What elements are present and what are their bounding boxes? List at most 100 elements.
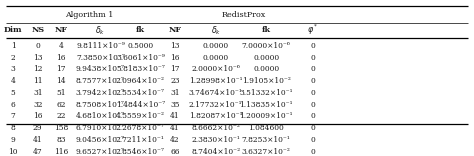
Text: Algorithm 1: Algorithm 1 [65, 11, 113, 19]
Text: 51: 51 [56, 89, 66, 97]
Text: 158: 158 [54, 124, 68, 132]
Text: 2.5534×10⁻⁷: 2.5534×10⁻⁷ [116, 89, 165, 97]
Text: 1: 1 [11, 42, 16, 50]
Text: 0: 0 [310, 54, 315, 62]
Text: 9: 9 [11, 136, 16, 144]
Text: 0.0000: 0.0000 [203, 42, 229, 50]
Text: 7: 7 [11, 112, 16, 120]
Text: 31: 31 [170, 89, 180, 97]
Text: 7.3850×10⁻⁷: 7.3850×10⁻⁷ [76, 54, 125, 62]
Text: 0: 0 [310, 136, 315, 144]
Text: 11: 11 [33, 77, 43, 85]
Text: 7.8253×10⁻¹: 7.8253×10⁻¹ [242, 136, 291, 144]
Text: 2.17732×10⁻¹: 2.17732×10⁻¹ [189, 101, 243, 109]
Text: 29: 29 [33, 124, 43, 132]
Text: 2.2678×10⁻⁷: 2.2678×10⁻⁷ [116, 124, 165, 132]
Text: NS: NS [31, 26, 44, 34]
Text: 0: 0 [36, 42, 40, 50]
Text: 0.5000: 0.5000 [128, 42, 154, 50]
Text: 0: 0 [310, 66, 315, 73]
Text: 4.6810×10⁻⁷: 4.6810×10⁻⁷ [76, 112, 125, 120]
Text: 31: 31 [33, 89, 43, 97]
Text: 4: 4 [11, 77, 16, 85]
Text: 0: 0 [310, 77, 315, 85]
Text: 41: 41 [33, 136, 43, 144]
Text: 16: 16 [170, 54, 180, 62]
Text: 16: 16 [33, 112, 43, 120]
Text: 42: 42 [170, 136, 180, 144]
Text: fk: fk [136, 26, 145, 34]
Text: 8.7404×10⁻²: 8.7404×10⁻² [191, 148, 240, 156]
Text: 3.51332×10⁻¹: 3.51332×10⁻¹ [239, 89, 293, 97]
Text: 3.6061×10⁻⁹: 3.6061×10⁻⁹ [116, 54, 165, 62]
Text: 3: 3 [11, 66, 16, 73]
Text: 1.82087×10⁻¹: 1.82087×10⁻¹ [189, 112, 243, 120]
Text: 9.9438×10⁻⁷: 9.9438×10⁻⁷ [76, 66, 125, 73]
Text: 0: 0 [310, 42, 315, 50]
Text: 9.8111×10⁻⁹: 9.8111×10⁻⁹ [76, 42, 125, 50]
Text: Dim: Dim [4, 26, 22, 34]
Text: 2.8546×10⁻⁷: 2.8546×10⁻⁷ [116, 148, 165, 156]
Text: 14: 14 [56, 77, 66, 85]
Text: 62: 62 [56, 101, 66, 109]
Text: 83: 83 [56, 136, 66, 144]
Text: 22: 22 [56, 112, 66, 120]
Text: 17: 17 [56, 66, 66, 73]
Text: 13: 13 [170, 42, 180, 50]
Text: 1.20009×10⁻¹: 1.20009×10⁻¹ [239, 112, 293, 120]
Text: 0: 0 [310, 112, 315, 120]
Text: 2.0000×10⁻⁶: 2.0000×10⁻⁶ [191, 66, 240, 73]
Text: 1.9105×10⁻²: 1.9105×10⁻² [242, 77, 291, 85]
Text: NF: NF [168, 26, 182, 34]
Text: 2.3830×10⁻¹: 2.3830×10⁻¹ [191, 136, 240, 144]
Text: 0.0000: 0.0000 [253, 54, 279, 62]
Text: 41: 41 [170, 124, 180, 132]
Text: 7.0000×10⁻⁶: 7.0000×10⁻⁶ [242, 42, 291, 50]
Text: 66: 66 [170, 148, 180, 156]
Text: 12: 12 [33, 66, 43, 73]
Text: 5.8183×10⁻⁷: 5.8183×10⁻⁷ [116, 66, 165, 73]
Text: 1.13835×10⁻¹: 1.13835×10⁻¹ [239, 101, 293, 109]
Text: 4.5559×10⁻²: 4.5559×10⁻² [116, 112, 165, 120]
Text: fk: fk [262, 26, 271, 34]
Text: $\varphi^*$: $\varphi^*$ [307, 23, 318, 37]
Text: 8.7577×10⁻⁷: 8.7577×10⁻⁷ [76, 77, 125, 85]
Text: 2.7211×10⁻¹: 2.7211×10⁻¹ [116, 136, 165, 144]
Text: 6.7910×10⁻⁷: 6.7910×10⁻⁷ [76, 124, 125, 132]
Text: 5: 5 [11, 89, 16, 97]
Text: 1.4844×10⁻⁷: 1.4844×10⁻⁷ [116, 101, 165, 109]
Text: 0.0000: 0.0000 [253, 66, 279, 73]
Text: 3.6327×10⁻²: 3.6327×10⁻² [242, 148, 291, 156]
Text: 6: 6 [11, 101, 16, 109]
Text: 8.6662×10⁻²: 8.6662×10⁻² [191, 124, 240, 132]
Text: 13: 13 [33, 54, 43, 62]
Text: 0: 0 [310, 124, 315, 132]
Text: 2: 2 [11, 54, 16, 62]
Text: 41: 41 [170, 112, 180, 120]
Text: 23: 23 [170, 77, 180, 85]
Text: 1.084600: 1.084600 [248, 124, 284, 132]
Text: 16: 16 [56, 54, 66, 62]
Text: 0: 0 [310, 101, 315, 109]
Text: 10: 10 [9, 148, 18, 156]
Text: 8: 8 [11, 124, 16, 132]
Text: $\delta_k$: $\delta_k$ [210, 24, 221, 37]
Text: 1.28998×10⁻¹: 1.28998×10⁻¹ [189, 77, 243, 85]
Text: 0.0000: 0.0000 [203, 54, 229, 62]
Text: 0: 0 [310, 89, 315, 97]
Text: 3.7942×10⁻⁷: 3.7942×10⁻⁷ [76, 89, 125, 97]
Text: $\delta_k$: $\delta_k$ [95, 24, 106, 37]
Text: 116: 116 [54, 148, 68, 156]
Text: 4: 4 [59, 42, 64, 50]
Text: 8.7508×10⁻⁷: 8.7508×10⁻⁷ [76, 101, 125, 109]
Text: 35: 35 [170, 101, 180, 109]
Text: 2.0964×10⁻²: 2.0964×10⁻² [116, 77, 165, 85]
Text: 9.0456×10⁻⁷: 9.0456×10⁻⁷ [76, 136, 125, 144]
Text: 9.6527×10⁻⁷: 9.6527×10⁻⁷ [76, 148, 125, 156]
Text: 3.74674×10⁻¹: 3.74674×10⁻¹ [189, 89, 243, 97]
Text: 32: 32 [33, 101, 43, 109]
Text: 0: 0 [310, 148, 315, 156]
Text: RedistProx: RedistProx [221, 11, 266, 19]
Text: NF: NF [55, 26, 68, 34]
Text: 47: 47 [33, 148, 43, 156]
